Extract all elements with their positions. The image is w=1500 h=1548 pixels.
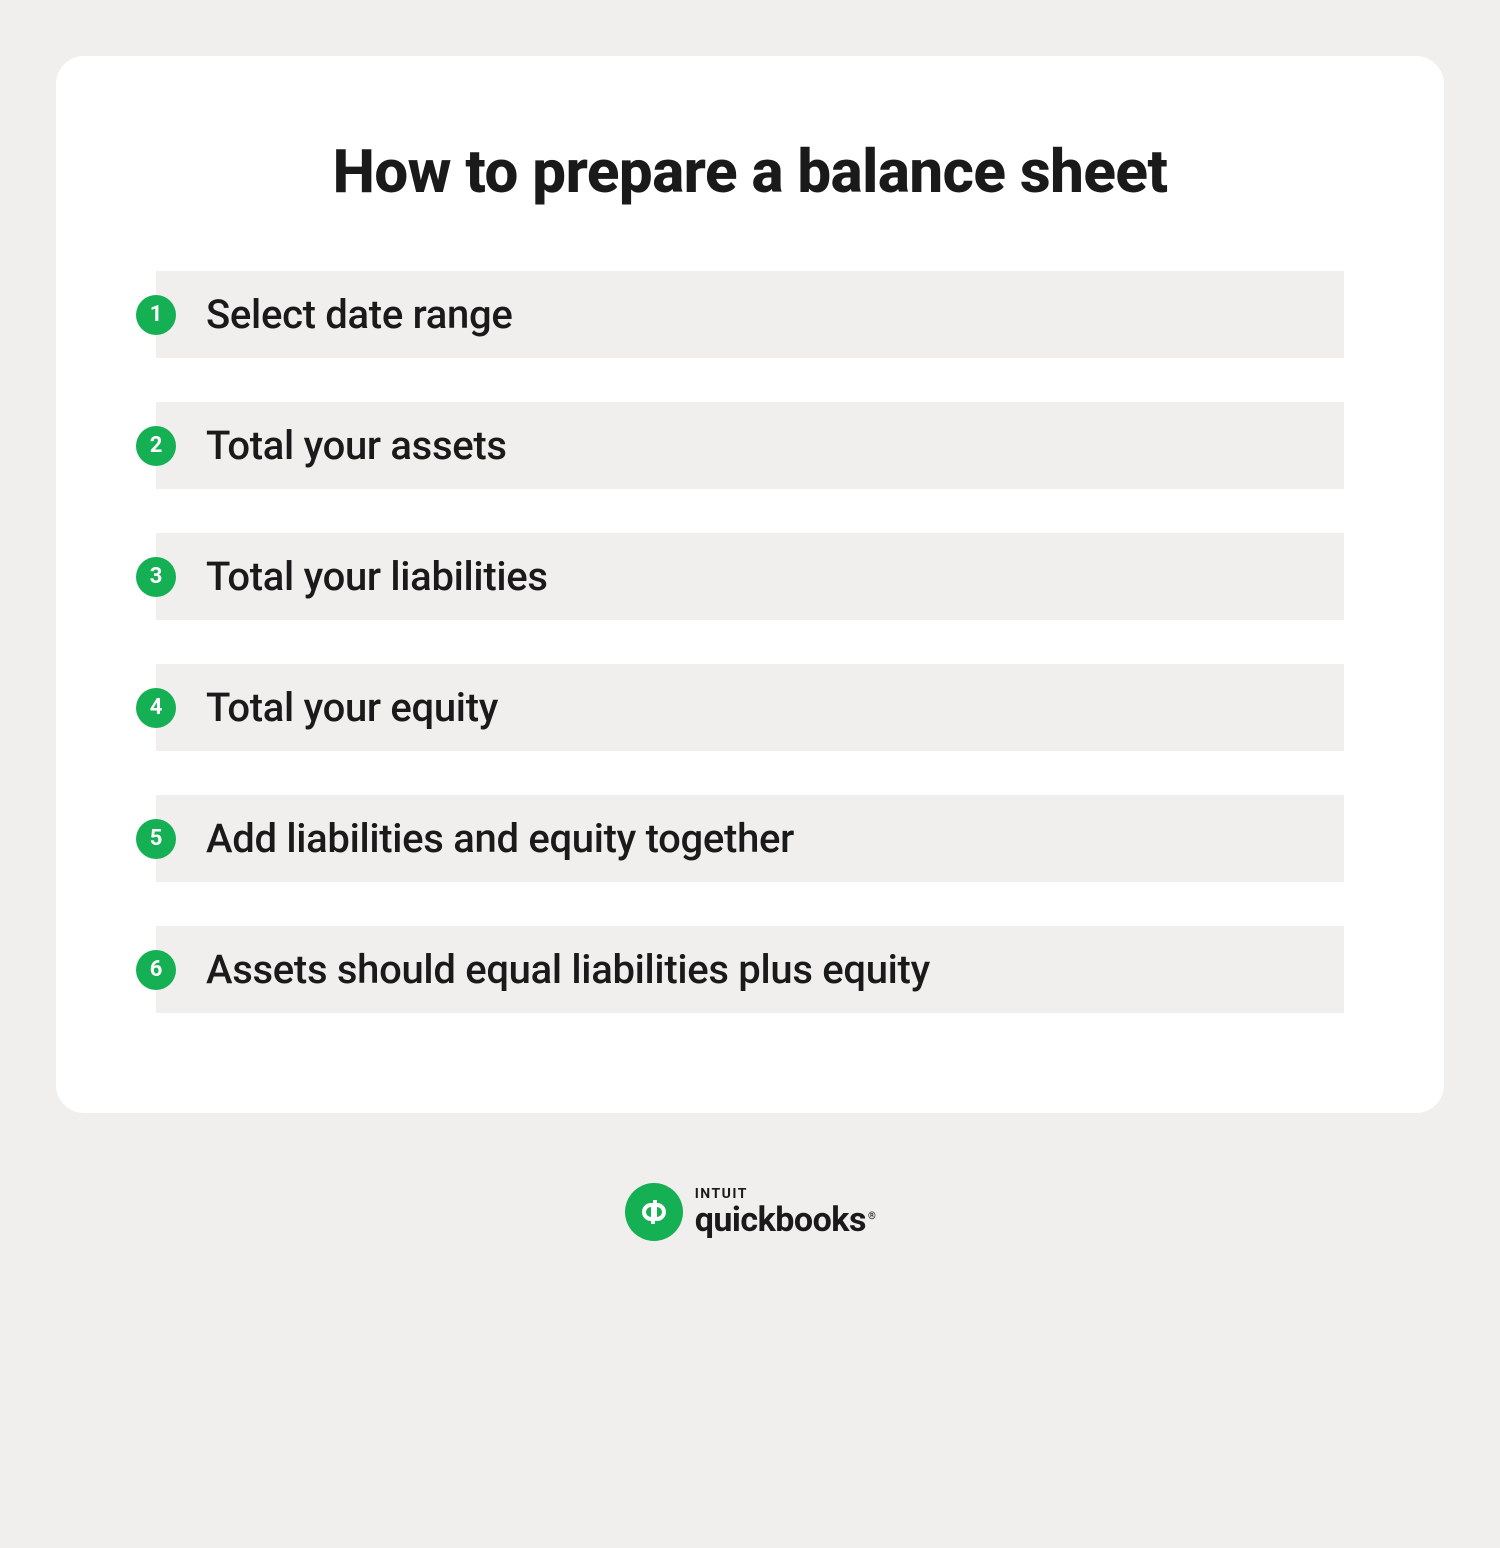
step-number-badge: 2 (136, 426, 176, 466)
qb-glyph-icon (634, 1192, 674, 1232)
step-number-badge: 1 (136, 295, 176, 335)
list-item: 5 Add liabilities and equity together (156, 795, 1344, 882)
steps-list: 1 Select date range 2 Total your assets … (156, 271, 1344, 1013)
step-number-badge: 5 (136, 819, 176, 859)
step-label: Total your assets (206, 422, 507, 469)
step-label: Select date range (206, 291, 512, 338)
logo-top-label: INTUIT (695, 1187, 876, 1201)
logo-text: INTUIT quickbooks® (695, 1187, 876, 1237)
list-item: 6 Assets should equal liabilities plus e… (156, 926, 1344, 1013)
step-number-badge: 6 (136, 950, 176, 990)
step-label: Total your liabilities (206, 553, 548, 600)
page-title: How to prepare a balance sheet (156, 136, 1344, 207)
step-label: Total your equity (206, 684, 498, 731)
brand-logo: INTUIT quickbooks® (625, 1183, 876, 1241)
list-item: 1 Select date range (156, 271, 1344, 358)
step-label: Add liabilities and equity together (206, 815, 794, 862)
info-card: How to prepare a balance sheet 1 Select … (56, 56, 1444, 1113)
list-item: 4 Total your equity (156, 664, 1344, 751)
step-number-badge: 3 (136, 557, 176, 597)
list-item: 2 Total your assets (156, 402, 1344, 489)
quickbooks-icon (625, 1183, 683, 1241)
step-label: Assets should equal liabilities plus equ… (206, 946, 930, 993)
logo-main-label: quickbooks® (695, 1203, 876, 1237)
list-item: 3 Total your liabilities (156, 533, 1344, 620)
step-number-badge: 4 (136, 688, 176, 728)
